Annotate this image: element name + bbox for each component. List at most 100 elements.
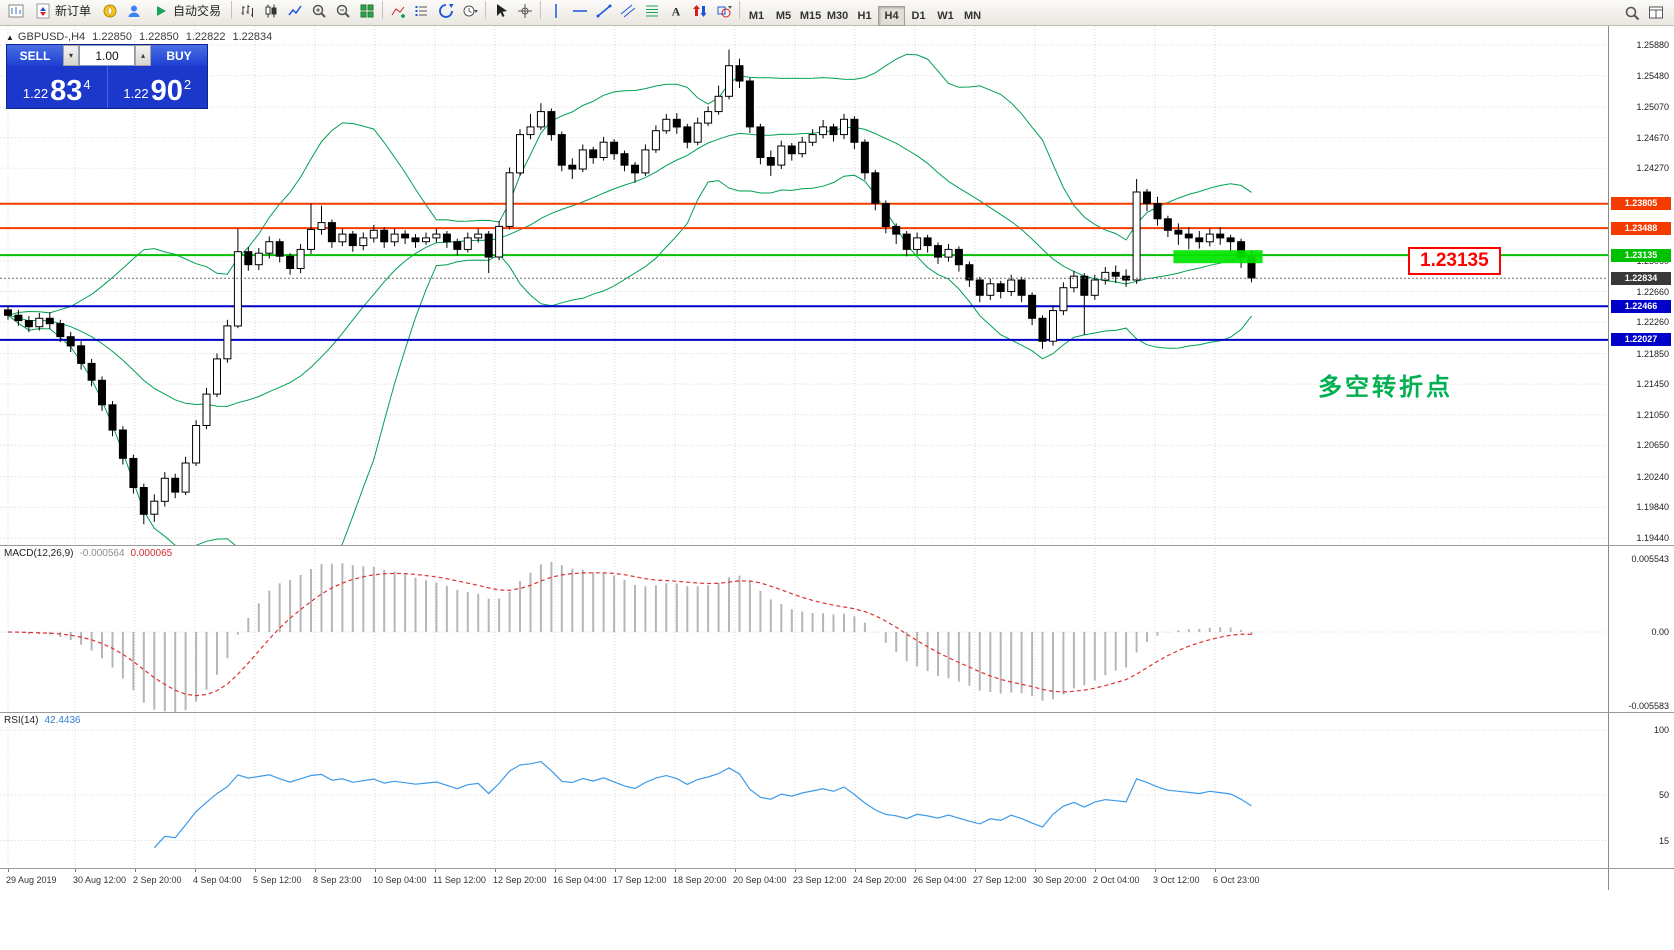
rsi-value: 42.4436 [44, 715, 81, 726]
ohlc-open: 1.22850 [92, 31, 132, 43]
time-tick [615, 868, 616, 872]
line-chart-button[interactable] [283, 0, 307, 22]
sell-price-sup: 4 [83, 77, 91, 92]
time-axis-label: 4 Sep 04:00 [193, 875, 242, 885]
sell-price-big: 83 [50, 75, 83, 108]
timeframe-h1-button[interactable]: H1 [851, 6, 878, 26]
crosshair-button[interactable] [513, 0, 537, 22]
price-tick-label: 1.19840 [1636, 502, 1669, 513]
price-tick-label: 1.25480 [1636, 70, 1669, 81]
period-dropdown-button[interactable] [458, 0, 482, 22]
timeframe-d1-button[interactable]: D1 [905, 6, 932, 26]
time-tick [795, 868, 796, 872]
timeframe-m15-button[interactable]: M15 [797, 6, 824, 26]
toolbar-separator [382, 0, 384, 19]
order-icon [36, 3, 50, 18]
data-window-button[interactable] [1644, 2, 1668, 24]
cursor-button[interactable] [489, 0, 513, 22]
buy-price-display[interactable]: 1.22 90 2 [107, 66, 207, 108]
horizontal-level-lines [0, 202, 1608, 341]
macd-rsi-divider[interactable] [0, 712, 1674, 713]
trendline-button[interactable] [592, 0, 616, 22]
turning-point-text[interactable]: 多空转折点 [1318, 374, 1453, 401]
zoom-out-icon [336, 4, 350, 18]
time-axis-label: 3 Oct 12:00 [1153, 875, 1200, 885]
market-button[interactable] [122, 0, 146, 22]
volume-decrease-button[interactable]: ▾ [63, 45, 79, 66]
buy-button[interactable]: BUY [151, 45, 207, 66]
price-tick-label: 1.22660 [1636, 286, 1669, 297]
volume-increase-button[interactable]: ▴ [135, 45, 151, 66]
equidistant-channel-button[interactable] [616, 0, 640, 22]
search-icon [1625, 6, 1640, 20]
price-tick-label: 1.21050 [1636, 409, 1669, 420]
templates-button[interactable] [434, 0, 458, 22]
search-button[interactable] [1620, 2, 1644, 24]
autotrading-button[interactable]: 自动交易 [146, 0, 228, 22]
price-axis[interactable]: 1.258801.254801.250701.246701.242701.230… [1608, 26, 1674, 890]
ohlc-high: 1.22850 [138, 31, 179, 43]
time-axis-label: 11 Sep 12:00 [433, 875, 486, 885]
timeframe-m5-button[interactable]: M5 [770, 6, 797, 26]
zoom-in-button[interactable] [307, 0, 331, 22]
arrows-button[interactable] [688, 0, 712, 22]
price-level-text-box[interactable]: 1.23135 [1408, 247, 1501, 275]
bar-chart-button[interactable] [235, 0, 259, 22]
price-level-tag: 1.23488 [1611, 221, 1671, 235]
price-level-tag: 1.23135 [1611, 248, 1671, 262]
bar-chart-icon [241, 4, 254, 17]
main-chart-canvas[interactable] [0, 26, 1608, 545]
time-axis-label: 20 Sep 04:00 [733, 875, 787, 885]
time-axis[interactable]: 29 Aug 2019 30 Aug 12:00 2 Sep 20:00 4 Sep … [0, 868, 1608, 890]
rsi-pane-canvas[interactable] [0, 712, 1608, 868]
timeframe-h4-button[interactable]: H4 [878, 5, 906, 26]
macd-pane-canvas[interactable] [0, 545, 1608, 712]
sell-button[interactable]: SELL [7, 45, 63, 66]
symbol-period-label: GBPUSD-,H4 [17, 31, 86, 43]
ohlc-low: 1.22822 [185, 31, 226, 43]
new-order-button[interactable]: 新订单 [28, 0, 98, 22]
time-tick [1095, 868, 1096, 872]
toolbar-separator [540, 0, 542, 19]
rsi-scale-label: 100 [1653, 725, 1669, 735]
time-tick [555, 868, 556, 872]
time-tick [915, 868, 916, 872]
indicators-list-button[interactable] [410, 0, 434, 22]
grid [0, 545, 1608, 712]
time-axis-label: 2 Sep 20:00 [133, 875, 182, 885]
vertical-line-button[interactable] [544, 0, 568, 22]
timeframe-m1-button[interactable]: M1 [743, 6, 770, 26]
time-axis-label: 6 Oct 23:00 [1213, 875, 1260, 885]
horizontal-line-button[interactable] [568, 0, 592, 22]
svg-text:A: A [672, 4, 681, 18]
timeframe-w1-button[interactable]: W1 [932, 6, 959, 26]
price-tick-label: 1.24270 [1636, 163, 1669, 174]
shapes-dropdown-button[interactable] [712, 0, 736, 22]
time-tick [1035, 868, 1036, 872]
tile-windows-button[interactable] [355, 0, 379, 22]
time-tick [315, 868, 316, 872]
toolbar-separator [485, 0, 487, 19]
metaeditor-button[interactable] [98, 0, 122, 22]
indicators-button[interactable] [386, 0, 410, 22]
time-tick [195, 868, 196, 872]
volume-input[interactable]: 1.00 [79, 45, 135, 66]
macd-signal-line [7, 572, 1252, 697]
highlight-zone[interactable] [1173, 250, 1263, 264]
rsi-label: RSI(14) [4, 715, 39, 726]
text-label-button[interactable]: A [664, 0, 688, 22]
crosshair-icon [518, 3, 533, 18]
main-macd-divider[interactable] [0, 545, 1674, 546]
price-tick-label: 1.19440 [1636, 533, 1669, 543]
fibonacci-button[interactable] [640, 0, 664, 22]
toolbar-separator [739, 0, 741, 19]
sell-price-display[interactable]: 1.22 83 4 [7, 66, 108, 108]
candlestick-chart-button[interactable] [259, 0, 283, 22]
zoom-out-button[interactable] [331, 0, 355, 22]
arrows-icon [693, 4, 707, 17]
new-chart-button[interactable] [4, 0, 28, 22]
macd-signal-value: 0.000065 [130, 548, 173, 559]
price-tick-label: 1.24670 [1636, 132, 1669, 143]
timeframe-m30-button[interactable]: M30 [824, 6, 851, 26]
timeframe-mn-button[interactable]: MN [959, 6, 986, 26]
